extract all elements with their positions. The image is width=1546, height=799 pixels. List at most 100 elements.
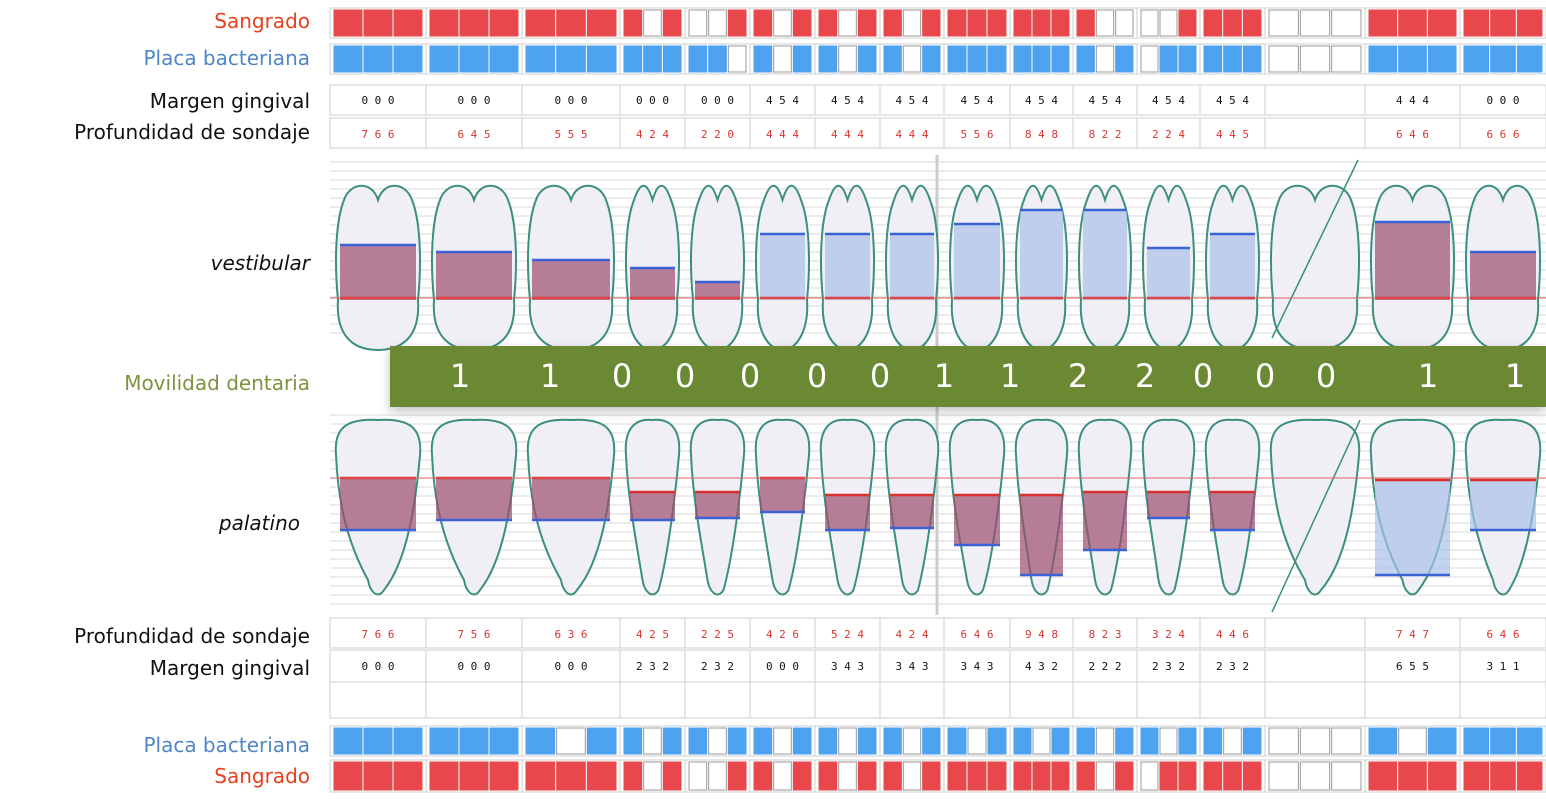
plaque-indicator bbox=[1032, 45, 1051, 73]
probing-value: 4 2 4 bbox=[895, 628, 928, 641]
plaque-indicator bbox=[1203, 45, 1223, 73]
bleeding-indicator bbox=[1115, 761, 1134, 791]
bleeding-indicator bbox=[902, 9, 922, 37]
bleeding-indicator bbox=[1516, 9, 1543, 37]
margin-value: 0 0 0 bbox=[554, 660, 587, 673]
bleeding-indicator bbox=[1299, 761, 1331, 791]
plaque-indicator bbox=[922, 727, 941, 755]
bleeding-indicator bbox=[818, 9, 838, 37]
plaque-indicator bbox=[857, 45, 877, 73]
bleeding-indicator bbox=[363, 9, 393, 37]
probing-value: 8 2 3 bbox=[1088, 628, 1121, 641]
bleeding-indicator bbox=[1368, 9, 1398, 37]
bleeding-indicator bbox=[333, 9, 363, 37]
pocket-depth-area bbox=[630, 268, 675, 300]
grid-cell bbox=[1459, 7, 1546, 39]
plaque-indicator bbox=[967, 45, 987, 73]
mobility-value: 2 bbox=[1067, 357, 1089, 395]
plaque-indicator bbox=[1095, 727, 1115, 755]
plaque-indicator bbox=[883, 45, 902, 73]
bleeding-indicator bbox=[1051, 761, 1070, 791]
margin-value: 4 5 4 bbox=[1088, 94, 1121, 107]
plaque-indicator bbox=[792, 727, 812, 755]
plaque-indicator bbox=[1095, 45, 1115, 73]
plaque-indicator bbox=[727, 45, 747, 73]
label-palatal: palatino bbox=[218, 511, 300, 535]
pocket-depth-area bbox=[1470, 480, 1536, 530]
label-margin-top: Margen gingival bbox=[149, 89, 310, 113]
margin-value: 3 4 3 bbox=[831, 660, 864, 673]
probing-value: 4 2 5 bbox=[636, 628, 669, 641]
grid-cell bbox=[1136, 681, 1201, 719]
bleeding-indicator bbox=[727, 9, 747, 37]
bleeding-indicator bbox=[1095, 761, 1115, 791]
grid-cell bbox=[749, 681, 816, 719]
plaque-indicator bbox=[1268, 727, 1299, 755]
plaque-indicator bbox=[1242, 727, 1262, 755]
label-vestibular: vestibular bbox=[210, 251, 310, 275]
bleeding-indicator bbox=[393, 761, 423, 791]
plaque-indicator bbox=[393, 727, 423, 755]
bleeding-indicator bbox=[1398, 9, 1427, 37]
grid-cell bbox=[1459, 681, 1546, 719]
mobility-value: 1 bbox=[1417, 357, 1439, 395]
probing-value: 8 4 8 bbox=[1025, 128, 1058, 141]
plaque-indicator bbox=[662, 45, 682, 73]
bleeding-indicator bbox=[1242, 761, 1262, 791]
bleeding-indicator bbox=[363, 761, 393, 791]
grid-cell bbox=[1459, 759, 1546, 793]
plaque-indicator bbox=[1463, 45, 1490, 73]
grid-cell bbox=[1072, 681, 1138, 719]
pocket-depth-area bbox=[436, 252, 512, 300]
grid-cell bbox=[1009, 681, 1074, 719]
plaque-indicator bbox=[857, 727, 877, 755]
label-probing-bottom: Profundidad de sondaje bbox=[74, 624, 310, 648]
margin-value: 0 0 0 bbox=[766, 660, 799, 673]
grid-cell bbox=[425, 681, 523, 719]
missing-tooth-marker bbox=[1271, 419, 1361, 613]
plaque-indicator bbox=[556, 45, 586, 73]
tooth-outline bbox=[690, 184, 745, 352]
plaque-indicator bbox=[1159, 45, 1178, 73]
tooth-outline bbox=[1269, 418, 1361, 596]
pocket-depth-area bbox=[825, 495, 870, 530]
plaque-indicator bbox=[708, 727, 727, 755]
bleeding-indicator bbox=[857, 761, 877, 791]
bleeding-indicator bbox=[643, 9, 662, 37]
bleeding-indicator bbox=[947, 761, 967, 791]
margin-value: 3 4 3 bbox=[895, 660, 928, 673]
pocket-depth-area bbox=[954, 224, 1000, 300]
plaque-indicator bbox=[883, 727, 902, 755]
bleeding-indicator bbox=[1268, 761, 1299, 791]
bleeding-indicator bbox=[1051, 9, 1070, 37]
plaque-indicator bbox=[1490, 727, 1516, 755]
bleeding-indicator bbox=[525, 9, 556, 37]
bleeding-indicator bbox=[1013, 9, 1032, 37]
plaque-indicator bbox=[1516, 45, 1543, 73]
grid-cell bbox=[1264, 681, 1366, 719]
grid-cell bbox=[1264, 84, 1366, 116]
pocket-depth-area bbox=[954, 495, 1000, 545]
plaque-indicator bbox=[662, 727, 682, 755]
plaque-indicator bbox=[947, 727, 967, 755]
margin-value: 0 0 0 bbox=[457, 660, 490, 673]
mobility-value: 0 bbox=[869, 357, 891, 395]
grid-cell bbox=[1459, 617, 1546, 649]
margin-value: 0 0 0 bbox=[361, 94, 394, 107]
bleeding-indicator bbox=[1076, 761, 1095, 791]
plaque-indicator bbox=[1140, 727, 1159, 755]
plaque-indicator bbox=[902, 45, 922, 73]
bleeding-indicator bbox=[947, 9, 967, 37]
tooth-outline bbox=[1270, 184, 1360, 352]
plaque-indicator bbox=[1242, 45, 1262, 73]
plaque-indicator bbox=[922, 45, 941, 73]
plaque-indicator bbox=[1178, 727, 1197, 755]
margin-value: 4 5 4 bbox=[831, 94, 864, 107]
plaque-indicator bbox=[1427, 727, 1457, 755]
bleeding-indicator bbox=[967, 9, 987, 37]
bleeding-indicator bbox=[1299, 9, 1331, 37]
margin-value: 2 3 2 bbox=[1152, 660, 1185, 673]
bleeding-indicator bbox=[556, 761, 586, 791]
bleeding-indicator bbox=[1427, 9, 1457, 37]
probing-value: 3 2 4 bbox=[1152, 628, 1185, 641]
